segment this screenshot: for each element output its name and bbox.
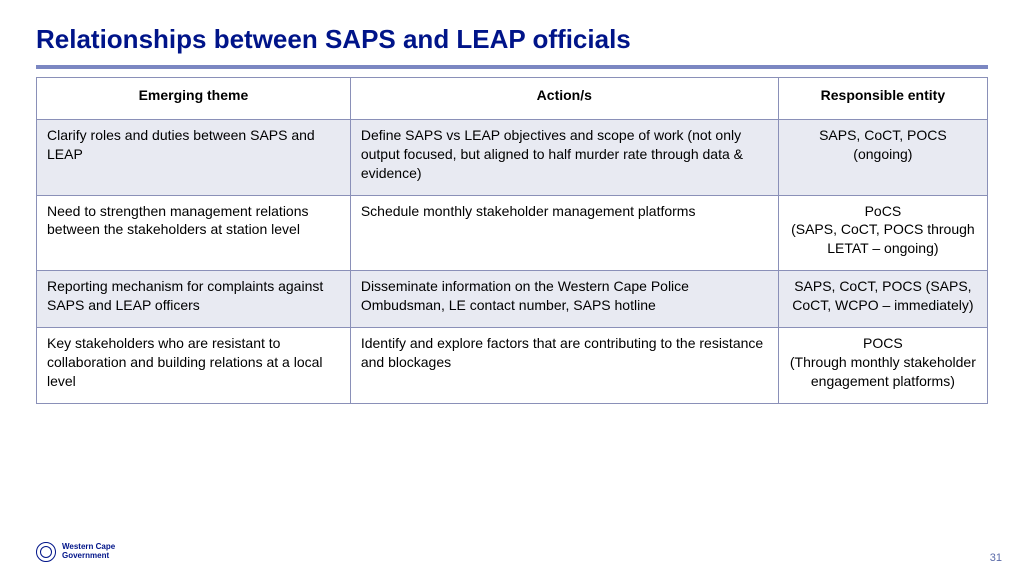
- col-header-entity: Responsible entity: [778, 78, 987, 120]
- relationships-table: Emerging theme Action/s Responsible enti…: [36, 77, 988, 404]
- col-header-theme: Emerging theme: [37, 78, 351, 120]
- cell-theme: Clarify roles and duties between SAPS an…: [37, 119, 351, 195]
- title-rule: [36, 65, 988, 69]
- cell-action: Identify and explore factors that are co…: [350, 328, 778, 404]
- cell-action: Define SAPS vs LEAP objectives and scope…: [350, 119, 778, 195]
- cell-entity: SAPS, CoCT, POCS (ongoing): [778, 119, 987, 195]
- footer-org-line2: Government: [62, 552, 115, 561]
- col-header-action: Action/s: [350, 78, 778, 120]
- footer-org: Western Cape Government: [62, 543, 115, 561]
- cell-theme: Reporting mechanism for complaints again…: [37, 271, 351, 328]
- cell-entity: SAPS, CoCT, POCS (SAPS, CoCT, WCPO – imm…: [778, 271, 987, 328]
- page-title: Relationships between SAPS and LEAP offi…: [36, 24, 988, 55]
- table-row: Need to strengthen management relations …: [37, 195, 988, 271]
- table-row: Key stakeholders who are resistant to co…: [37, 328, 988, 404]
- cell-theme: Key stakeholders who are resistant to co…: [37, 328, 351, 404]
- cell-action: Schedule monthly stakeholder management …: [350, 195, 778, 271]
- table-row: Reporting mechanism for complaints again…: [37, 271, 988, 328]
- page-number: 31: [990, 552, 1002, 564]
- cell-theme: Need to strengthen management relations …: [37, 195, 351, 271]
- wc-gov-logo-icon: [36, 542, 56, 562]
- footer: Western Cape Government: [36, 542, 115, 562]
- cell-entity: PoCS(SAPS, CoCT, POCS through LETAT – on…: [778, 195, 987, 271]
- cell-action: Disseminate information on the Western C…: [350, 271, 778, 328]
- table-row: Clarify roles and duties between SAPS an…: [37, 119, 988, 195]
- table-header-row: Emerging theme Action/s Responsible enti…: [37, 78, 988, 120]
- cell-entity: POCS(Through monthly stakeholder engagem…: [778, 328, 987, 404]
